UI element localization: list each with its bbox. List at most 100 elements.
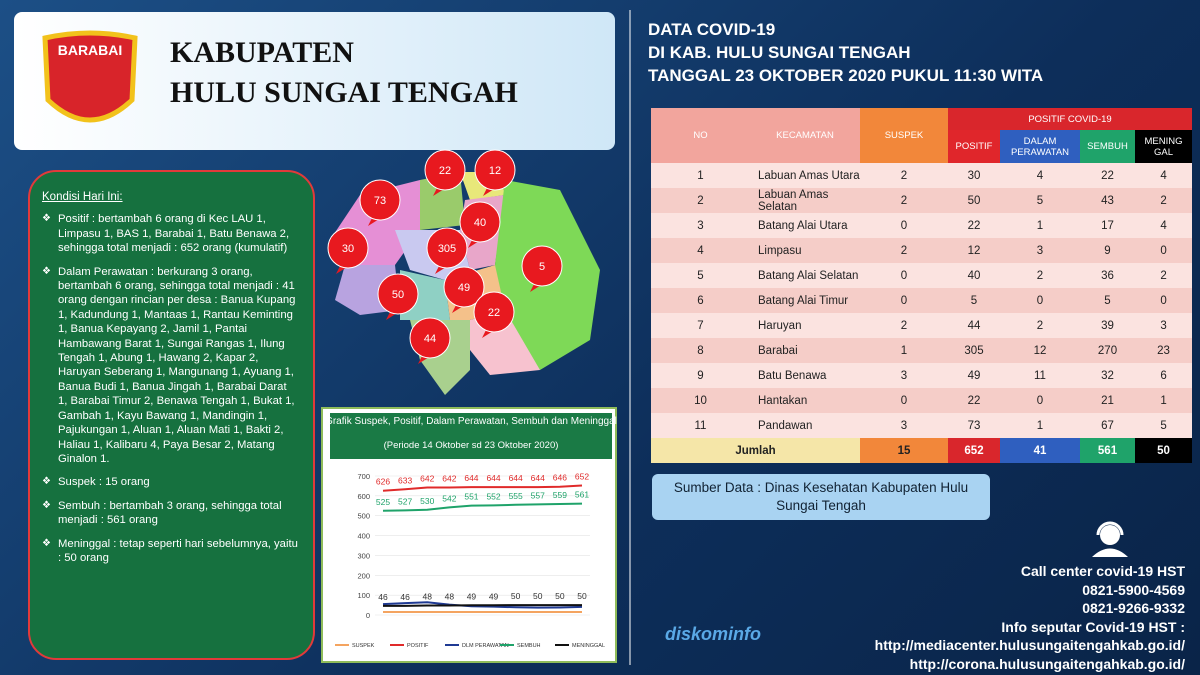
contact-line: 0821-9266-9332 — [1082, 600, 1185, 616]
table-cell: 0 — [900, 269, 908, 282]
table-cell: 8 — [697, 344, 704, 357]
table-cell: 36 — [1101, 269, 1114, 282]
table-cell: 73 — [967, 419, 981, 432]
bubble-label: 22 — [439, 165, 451, 177]
table-cell: Labuan Amas Utara — [758, 169, 860, 182]
table-row: 7 Haruyan 2 44 2 39 3 — [651, 313, 1193, 338]
total-cell: Jumlah — [651, 438, 860, 463]
total-cell: 50 — [1135, 438, 1193, 463]
table-cell: 3 — [697, 219, 704, 232]
data-label: 642 — [420, 474, 434, 484]
table-cell: 9 — [697, 369, 704, 382]
table-cell: 3 — [900, 369, 908, 382]
data-label: 551 — [464, 492, 478, 502]
bubble-label: 5 — [539, 261, 545, 273]
emblem — [42, 30, 138, 123]
data-label: 46 — [378, 592, 388, 602]
table-cell: 0 — [1036, 394, 1044, 407]
header-cell: SEMBUH — [1080, 130, 1135, 163]
logo-text: BARABAI — [58, 42, 123, 58]
table-cell: 5 — [1036, 194, 1044, 207]
bubble — [377, 273, 419, 315]
table-cell: 2 — [900, 169, 908, 182]
data-label: 644 — [486, 473, 500, 483]
y-tick-label: 0 — [366, 611, 370, 620]
table-cell: 5 — [1104, 294, 1111, 307]
y-tick-label: 400 — [357, 532, 370, 541]
table-row: 3 Batang Alai Utara 0 22 1 17 4 — [651, 213, 1193, 238]
data-label: 542 — [442, 493, 456, 503]
summary-item: Positif : bertambah 6 orang di Kec LAU 1… — [42, 212, 299, 255]
series-line — [383, 604, 582, 607]
bubble-label: 73 — [374, 195, 386, 207]
table-cell: 270 — [1097, 344, 1118, 357]
data-table: NO KECAMATAN SUSPEK POSITIF COVID-19 POS… — [651, 108, 1193, 463]
bubble-label: 22 — [488, 307, 500, 319]
legend-label: DLM PERAWATAN — [462, 643, 509, 649]
y-tick-label: 300 — [357, 551, 370, 560]
table-cell: Limpasu — [758, 244, 802, 257]
legend-label: SUSPEK — [352, 643, 375, 649]
table-cell: 32 — [1101, 369, 1114, 382]
chart-subtitle: (Periode 14 Oktober sd 23 Oktober 2020) — [384, 440, 559, 451]
y-tick-label: 500 — [357, 512, 370, 521]
bubble — [521, 245, 563, 287]
data-label: 50 — [577, 591, 587, 601]
legend-label: SEMBUH — [517, 643, 541, 649]
table-row: 9 Batu Benawa 3 49 11 32 6 — [651, 363, 1193, 388]
table-row: 6 Batang Alai Timur 0 5 0 5 0 — [651, 288, 1193, 313]
header-cell: SUSPEK — [860, 108, 948, 163]
table-cell: 12 — [967, 244, 981, 257]
table-cell: Hantakan — [758, 394, 808, 407]
logo: diskominfo — [665, 624, 761, 644]
table-cell: 21 — [1101, 394, 1114, 407]
bubble-label: 12 — [489, 165, 501, 177]
series-line — [382, 502, 583, 512]
summary-panel: Kondisi Hari Ini: Positif : bertambah 6 … — [28, 170, 315, 660]
table-cell: 67 — [1101, 419, 1114, 432]
data-label: 555 — [509, 491, 523, 501]
table-cell: 40 — [967, 269, 981, 282]
table-row: 10 Hantakan 0 22 0 21 1 — [651, 388, 1193, 413]
table-cell: 1 — [1036, 219, 1044, 232]
data-label: 50 — [533, 591, 543, 601]
data-label: 48 — [445, 591, 455, 601]
bubble — [443, 266, 485, 308]
table-cell: Batang Alai Utara — [758, 219, 848, 232]
table-row: 1 Labuan Amas Utara 2 30 4 22 4 — [651, 163, 1193, 188]
data-label: 50 — [555, 591, 565, 601]
data-label: 626 — [376, 477, 390, 487]
data-label: 642 — [442, 474, 456, 484]
bubble — [327, 227, 369, 269]
table-cell: 9 — [1104, 244, 1111, 257]
table-row: 8 Barabai 1 305 12 270 23 — [651, 338, 1193, 363]
table-cell: 44 — [967, 319, 981, 332]
data-label: 646 — [553, 473, 567, 483]
table-cell: 0 — [900, 219, 908, 232]
bubble — [359, 179, 401, 221]
table-cell: 2 — [697, 194, 704, 207]
bubble — [426, 227, 468, 269]
table-cell: 3 — [1036, 244, 1044, 257]
table-row: 4 Limpasu 2 12 3 9 0 — [651, 238, 1193, 263]
bubble — [424, 149, 466, 191]
table-cell: 4 — [697, 244, 704, 257]
table-cell: 0 — [1160, 294, 1167, 307]
data-label: 46 — [400, 592, 410, 602]
y-tick-label: 700 — [357, 472, 370, 481]
table-cell: 2 — [1160, 269, 1167, 282]
table-cell: 3 — [1160, 319, 1167, 332]
bubble — [409, 317, 451, 359]
table-cell: 5 — [1160, 419, 1167, 432]
table-cell: 22 — [967, 219, 981, 232]
bubble — [459, 201, 501, 243]
table-cell: Batu Benawa — [758, 369, 827, 382]
y-tick-label: 600 — [357, 492, 370, 501]
table-cell: Pandawan — [758, 419, 813, 432]
table-cell: 0 — [900, 294, 908, 307]
total-cell: 652 — [948, 438, 1000, 463]
table-cell: 6 — [1160, 369, 1167, 382]
table-cell: 305 — [964, 344, 984, 357]
header-cell: NO — [651, 108, 750, 163]
